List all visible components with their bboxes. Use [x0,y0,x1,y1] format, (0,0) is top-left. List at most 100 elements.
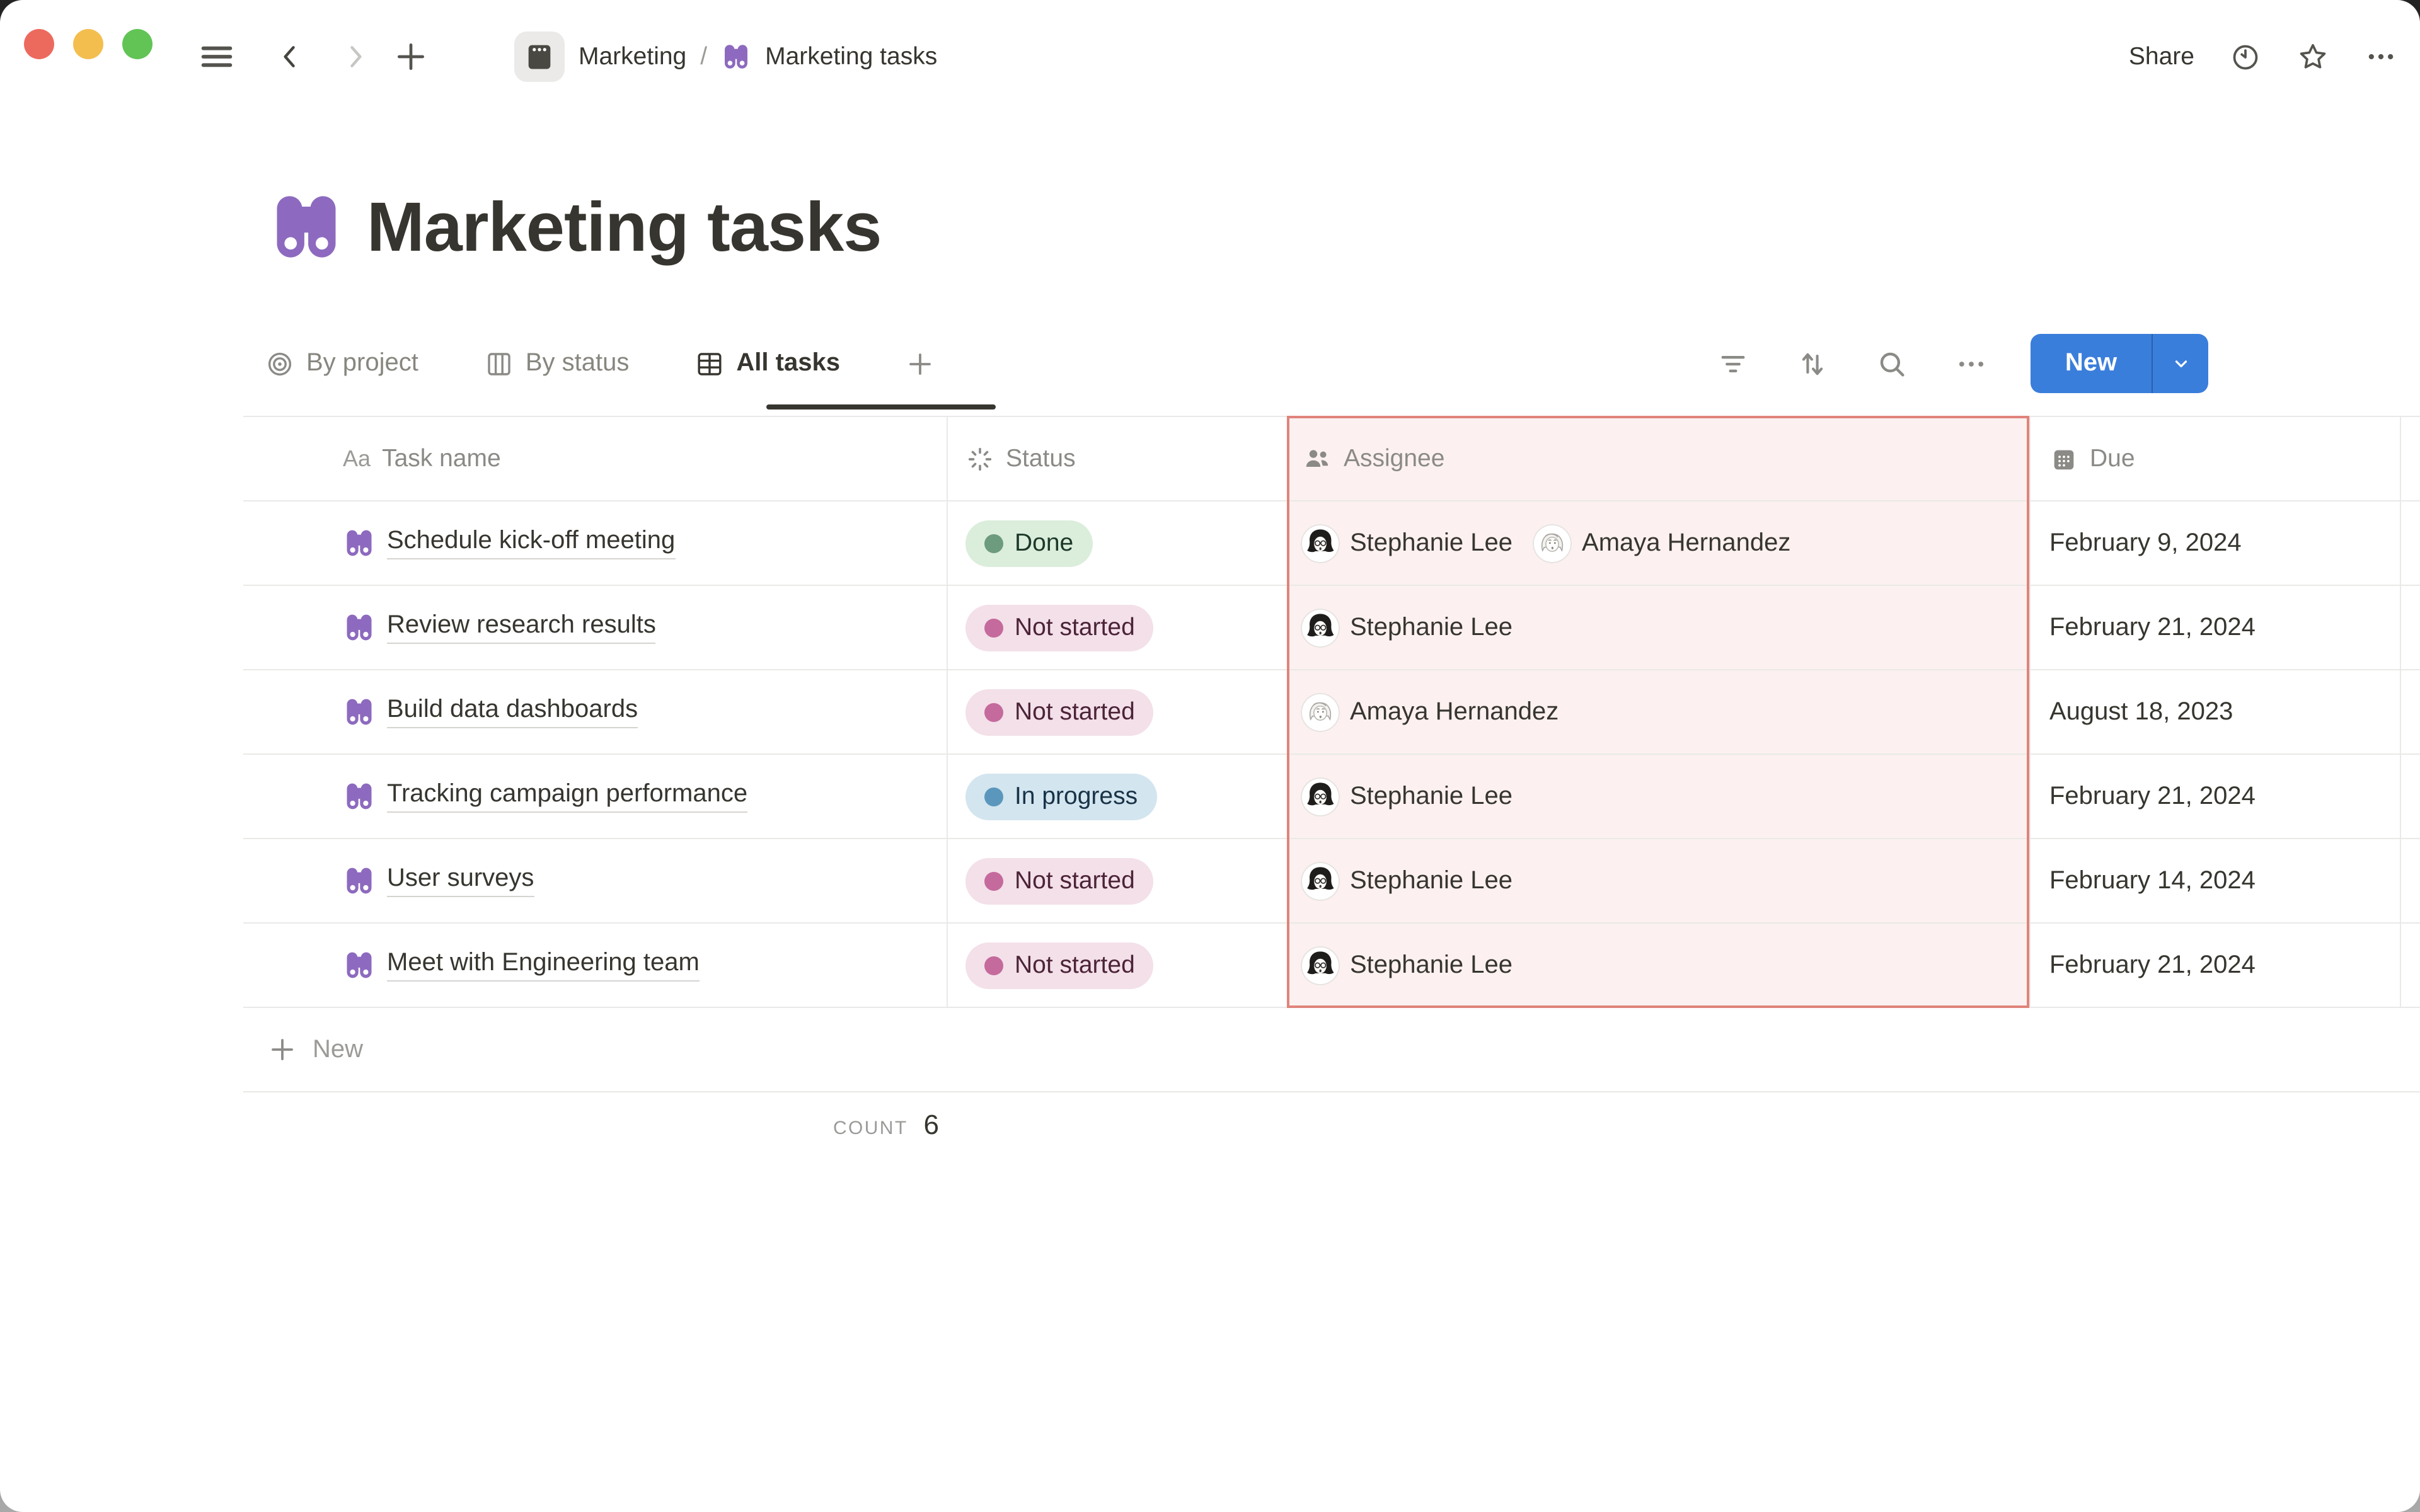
status-cell[interactable]: Not started [947,839,1287,922]
table-row[interactable]: User surveys Not started Stephanie Lee F… [243,839,2420,924]
new-dropdown-button[interactable] [2153,334,2208,393]
table-row[interactable]: Review research results Not started Step… [243,586,2420,670]
breadcrumb-parent[interactable]: Marketing [579,42,687,70]
tab-by-project[interactable]: By project [265,348,418,379]
due-cell[interactable]: February 14, 2024 [2029,839,2400,922]
tab-by-status[interactable]: By status [484,348,629,379]
page-title[interactable]: Marketing tasks [367,188,882,266]
binoculars-icon [343,527,376,559]
column-header-assignee[interactable]: Assignee [1287,417,2029,500]
column-header-due[interactable]: Due [2029,417,2400,500]
column-label: Due [2090,444,2135,472]
table-row[interactable]: Tracking campaign performance In progres… [243,755,2420,839]
new-button-divider [2152,334,2153,393]
status-badge[interactable]: Not started [965,942,1154,988]
assignee-cell[interactable]: Stephanie Lee [1287,586,2029,669]
zoom-window-button[interactable] [122,29,153,59]
people-icon [1306,450,1328,467]
new-button[interactable]: New [2065,349,2118,377]
new-row-button[interactable]: New [243,1008,2420,1092]
filter-icon[interactable] [1717,347,1749,380]
sort-icon[interactable] [1796,347,1829,380]
clock-icon[interactable] [2230,41,2261,72]
task-name-link[interactable]: Build data dashboards [387,696,638,728]
view-more-icon[interactable] [1955,347,1988,380]
add-view-plus-icon[interactable] [906,348,936,379]
due-date: February 14, 2024 [2049,866,2256,894]
breadcrumb-current[interactable]: Marketing tasks [765,42,938,70]
assignee-chip: Stephanie Lee [1302,947,1512,983]
column-label: Status [1006,444,1076,472]
view-toolbar [1717,334,1988,393]
table-rows: Schedule kick-off meeting Done Stephanie… [243,501,2420,1008]
assignee-cell[interactable]: Stephanie Lee [1287,839,2029,922]
due-cell[interactable]: February 21, 2024 [2029,586,2400,669]
task-cell[interactable]: Schedule kick-off meeting [243,501,947,585]
assignee-cell[interactable]: Amaya Hernandez [1287,670,2029,753]
task-cell[interactable]: Tracking campaign performance [243,755,947,838]
status-cell[interactable]: Not started [947,924,1287,1007]
status-badge[interactable]: Not started [965,857,1154,904]
task-name-link[interactable]: Schedule kick-off meeting [387,527,676,559]
status-badge[interactable]: Done [965,520,1093,566]
page-binoculars-icon[interactable] [267,188,345,266]
task-cell[interactable]: Review research results [243,586,947,669]
marketing-page-icon [514,32,565,82]
avatar-amaya [1534,525,1571,561]
status-cell[interactable]: Not started [947,586,1287,669]
tab-all-tasks[interactable]: All tasks [694,348,840,379]
close-window-button[interactable] [24,29,54,59]
status-cell[interactable]: Done [947,501,1287,585]
table-footer-count[interactable]: COUNT 6 [243,1109,939,1142]
spinner-icon [968,447,992,471]
due-cell[interactable]: February 9, 2024 [2029,501,2400,585]
status-badge[interactable]: In progress [965,773,1157,820]
task-name-link[interactable]: Review research results [387,611,656,644]
column-divider[interactable] [947,417,948,1008]
minimize-window-button[interactable] [73,29,103,59]
table-row[interactable]: Build data dashboards Not started Amaya … [243,670,2420,755]
task-name-link[interactable]: User surveys [387,864,534,897]
status-dot-icon [984,618,1003,637]
active-tab-underline [766,404,996,409]
task-cell[interactable]: User surveys [243,839,947,922]
assignee-cell[interactable]: Stephanie Lee [1287,924,2029,1007]
nav-back-button[interactable] [276,0,304,113]
status-cell[interactable]: In progress [947,755,1287,838]
status-badge[interactable]: Not started [965,604,1154,651]
column-header-status[interactable]: Status [947,417,1287,500]
binoculars-icon [343,780,376,813]
task-cell[interactable]: Meet with Engineering team [243,924,947,1007]
status-label: In progress [1015,782,1138,810]
star-icon[interactable] [2296,40,2329,73]
table-row[interactable]: Meet with Engineering team Not started S… [243,924,2420,1008]
task-cell[interactable]: Build data dashboards [243,670,947,753]
sidebar-menu-button[interactable] [197,0,237,113]
due-cell[interactable]: February 21, 2024 [2029,755,2400,838]
breadcrumb: Marketing / Marketing tasks [514,0,937,113]
due-cell[interactable]: August 18, 2023 [2029,670,2400,753]
column-header-task-name[interactable]: Aa Task name [243,417,947,500]
nav-forward-button[interactable] [342,0,369,113]
traffic-lights [24,29,153,59]
status-badge[interactable]: Not started [965,689,1154,735]
status-cell[interactable]: Not started [947,670,1287,753]
search-icon[interactable] [1876,347,1908,380]
status-label: Not started [1015,613,1135,641]
column-divider[interactable] [2029,417,2031,1008]
assignee-cell[interactable]: Stephanie Lee Amaya Hernandez [1287,501,2029,585]
new-page-button[interactable] [393,0,429,113]
column-divider[interactable] [2400,417,2401,1008]
task-name-link[interactable]: Tracking campaign performance [387,780,748,813]
topbar-actions: Share [2129,0,2397,113]
more-icon[interactable] [2365,40,2397,73]
task-name-link[interactable]: Meet with Engineering team [387,949,700,982]
share-button[interactable]: Share [2128,42,2194,70]
table-row[interactable]: Schedule kick-off meeting Done Stephanie… [243,501,2420,586]
assignee-cell[interactable]: Stephanie Lee [1287,755,2029,838]
status-label: Done [1015,529,1074,556]
due-cell[interactable]: February 21, 2024 [2029,924,2400,1007]
column-divider[interactable] [1287,417,1288,1008]
assignee-list: Stephanie Lee Amaya Hernandez [1302,525,1812,561]
